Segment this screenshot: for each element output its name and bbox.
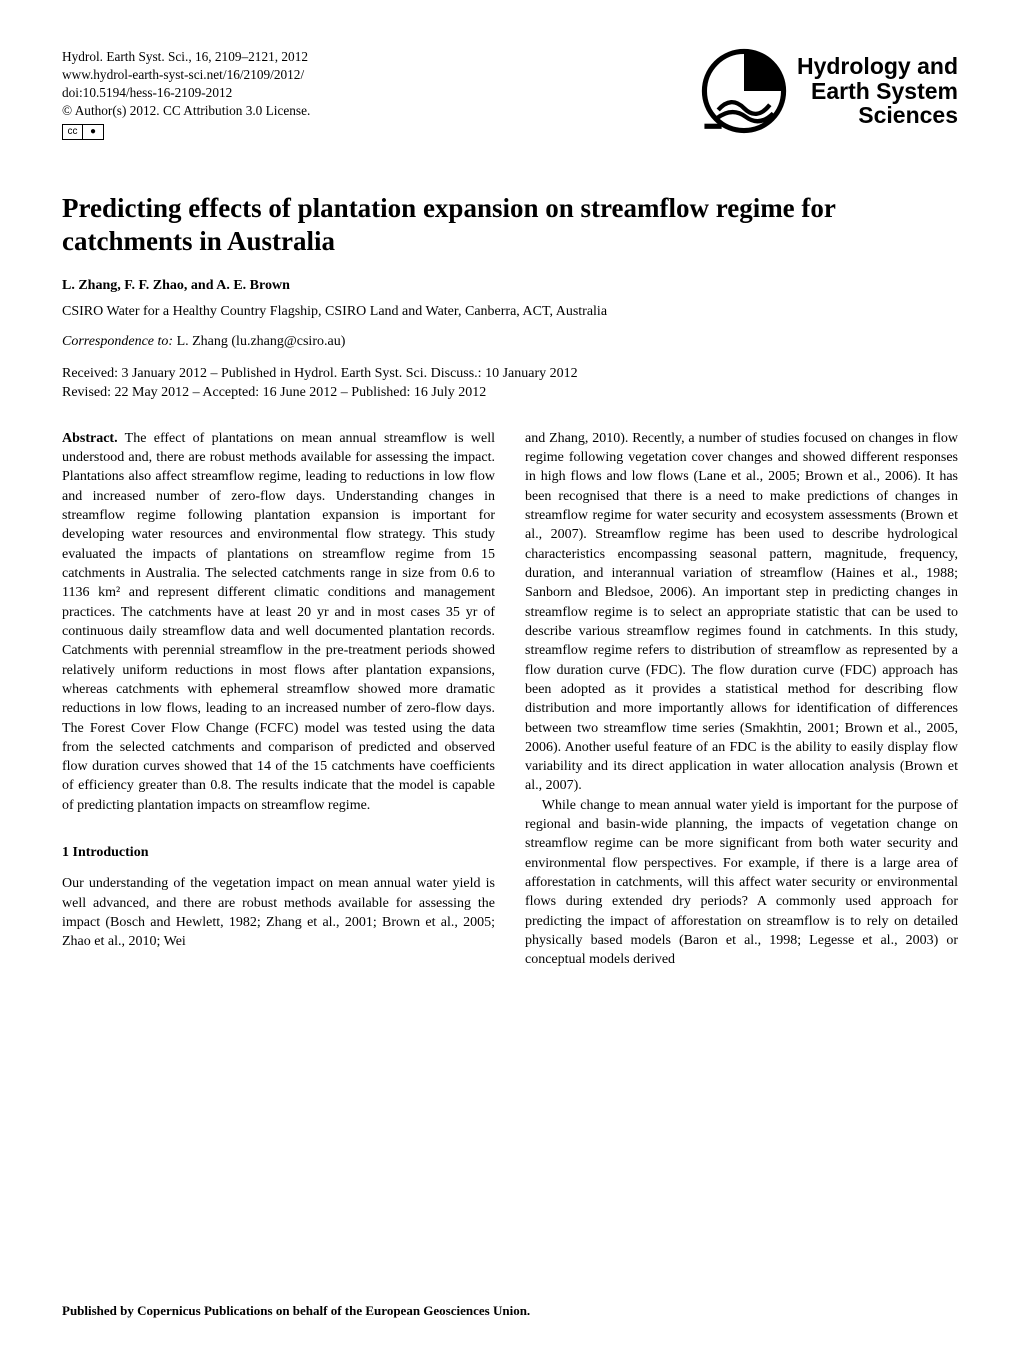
section-gap — [62, 815, 495, 843]
abstract-paragraph: Abstract. The effect of plantations on m… — [62, 429, 495, 815]
correspondence-label: Correspondence to: — [62, 334, 173, 349]
by-icon: ● — [83, 125, 103, 139]
intro-para-3: While change to mean annual water yield … — [525, 796, 958, 970]
affiliation: CSIRO Water for a Healthy Country Flagsh… — [62, 304, 958, 320]
journal-logo-icon — [701, 48, 787, 134]
citation-line: Hydrol. Earth Syst. Sci., 16, 2109–2121,… — [62, 48, 310, 66]
body-columns: Abstract. The effect of plantations on m… — [62, 429, 958, 970]
dates-line1: Received: 3 January 2012 – Published in … — [62, 364, 958, 384]
author-list: L. Zhang, F. F. Zhao, and A. E. Brown — [62, 278, 958, 294]
intro-para-2: and Zhang, 2010). Recently, a number of … — [525, 429, 958, 796]
journal-name-line3: Sciences — [797, 103, 958, 128]
journal-name: Hydrology and Earth System Sciences — [797, 54, 958, 128]
journal-name-line2: Earth System — [797, 79, 958, 104]
journal-brand: Hydrology and Earth System Sciences — [701, 48, 958, 134]
abstract-label: Abstract. — [62, 431, 118, 446]
copyright-line: © Author(s) 2012. CC Attribution 3.0 Lic… — [62, 102, 310, 120]
doi-line: doi:10.5194/hess-16-2109-2012 — [62, 84, 310, 102]
article-title: Predicting effects of plantation expansi… — [62, 192, 958, 258]
intro-para-1: Our understanding of the vegetation impa… — [62, 874, 495, 951]
section-1-heading: 1 Introduction — [62, 843, 495, 862]
page-header: Hydrol. Earth Syst. Sci., 16, 2109–2121,… — [62, 48, 958, 140]
page-footer: Published by Copernicus Publications on … — [62, 1303, 958, 1319]
url-line: www.hydrol-earth-syst-sci.net/16/2109/20… — [62, 66, 310, 84]
footer-text: Published by Copernicus Publications on … — [62, 1303, 530, 1319]
header-meta: Hydrol. Earth Syst. Sci., 16, 2109–2121,… — [62, 48, 310, 140]
correspondence-value: L. Zhang (lu.zhang@csiro.au) — [173, 334, 345, 349]
cc-license-badge: cc ● — [62, 124, 104, 140]
publication-dates: Received: 3 January 2012 – Published in … — [62, 364, 958, 403]
abstract-text: The effect of plantations on mean annual… — [62, 431, 495, 813]
journal-name-line1: Hydrology and — [797, 54, 958, 79]
correspondence: Correspondence to: L. Zhang (lu.zhang@cs… — [62, 334, 958, 350]
dates-line2: Revised: 22 May 2012 – Accepted: 16 June… — [62, 383, 958, 403]
cc-icon: cc — [63, 125, 83, 139]
